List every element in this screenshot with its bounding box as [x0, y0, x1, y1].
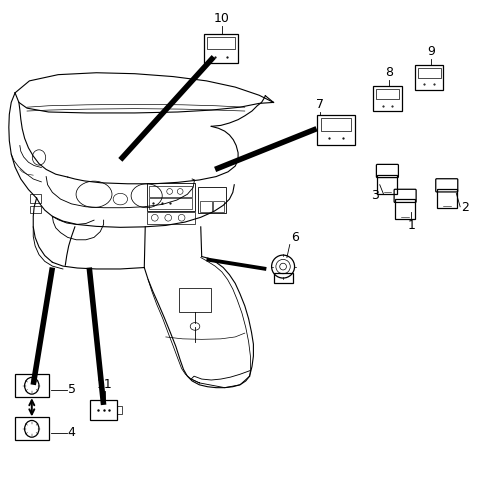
Bar — [117, 406, 121, 413]
Bar — [15, 374, 48, 397]
Bar — [200, 201, 212, 212]
Text: 1: 1 — [408, 219, 415, 232]
Bar — [179, 288, 211, 312]
Bar — [30, 206, 41, 214]
Text: 11: 11 — [97, 377, 113, 391]
Text: 4: 4 — [68, 426, 75, 439]
Bar — [149, 186, 192, 197]
Bar — [198, 187, 226, 214]
Text: 8: 8 — [385, 66, 393, 79]
Bar — [376, 89, 399, 99]
Bar — [149, 198, 192, 209]
Bar — [274, 273, 293, 283]
Bar — [147, 183, 194, 211]
Bar — [213, 201, 224, 212]
Bar — [415, 65, 444, 90]
Text: 9: 9 — [428, 45, 435, 58]
Bar — [30, 194, 41, 203]
Text: 7: 7 — [316, 97, 324, 111]
Bar — [373, 86, 402, 111]
Text: 6: 6 — [291, 231, 299, 244]
Bar — [90, 400, 117, 420]
Bar — [321, 118, 350, 131]
Text: 3: 3 — [371, 189, 379, 202]
Text: 5: 5 — [68, 383, 76, 396]
Bar — [418, 67, 441, 78]
Bar — [15, 417, 48, 440]
Bar — [437, 189, 457, 208]
Bar — [377, 175, 397, 194]
Text: 2: 2 — [461, 201, 469, 214]
Bar — [204, 34, 238, 63]
Bar — [207, 37, 235, 49]
Bar — [147, 212, 194, 223]
Bar — [317, 115, 355, 145]
Bar — [395, 199, 415, 219]
Text: 10: 10 — [214, 12, 230, 25]
